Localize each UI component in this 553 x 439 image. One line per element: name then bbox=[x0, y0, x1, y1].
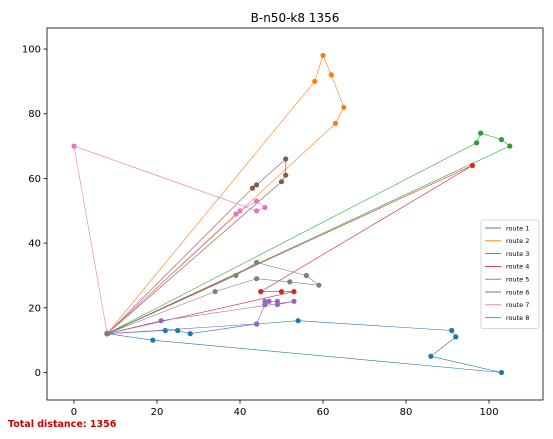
x-axis: 0 20 40 60 80 100 bbox=[71, 400, 499, 418]
route-1-point bbox=[162, 327, 168, 334]
legend-label: route 1 bbox=[506, 224, 529, 232]
route-8-line bbox=[107, 262, 320, 334]
route-5-point bbox=[262, 298, 268, 304]
route-8-point bbox=[254, 276, 260, 282]
x-tick-label: 20 bbox=[151, 407, 164, 418]
x-tick-label: 0 bbox=[71, 407, 77, 418]
y-tick-label: 60 bbox=[28, 174, 41, 185]
route-5-point bbox=[158, 318, 164, 324]
route-7-point bbox=[262, 204, 268, 211]
legend: route 1 route 2 route 3 route 4 route 5 route… bbox=[480, 219, 540, 329]
route-7 bbox=[71, 143, 268, 334]
plot-frame bbox=[46, 27, 544, 401]
x-tick-label: 80 bbox=[400, 407, 413, 418]
legend-label: route 6 bbox=[506, 288, 529, 296]
route-7-point bbox=[254, 198, 260, 204]
route-1-point bbox=[187, 331, 193, 337]
route-6-point bbox=[249, 185, 256, 191]
y-axis: 0 20 40 60 80 100 bbox=[22, 45, 47, 379]
route-5-point bbox=[266, 298, 272, 304]
route-5-point bbox=[254, 321, 260, 327]
route-3 bbox=[107, 130, 513, 334]
route-1 bbox=[107, 318, 505, 376]
route-2-point bbox=[312, 78, 318, 84]
route-6-point bbox=[278, 179, 285, 185]
route-7-point bbox=[233, 211, 239, 217]
route-4-point bbox=[258, 289, 264, 295]
route-5-point bbox=[291, 298, 297, 304]
route-8-point bbox=[303, 272, 309, 279]
y-tick-label: 20 bbox=[28, 303, 41, 314]
total-distance-label: Total distance: 1356 bbox=[8, 419, 117, 430]
y-tick-label: 80 bbox=[28, 109, 41, 120]
x-tick-label: 60 bbox=[317, 407, 330, 418]
route-2-point bbox=[332, 120, 339, 126]
route-5-point bbox=[274, 302, 280, 308]
route-8 bbox=[107, 259, 322, 334]
route-2-point bbox=[320, 52, 326, 59]
route-2-line bbox=[106, 54, 345, 334]
route-5 bbox=[107, 298, 297, 334]
route-3-point bbox=[478, 130, 484, 136]
route-7-point bbox=[71, 143, 77, 149]
legend-label: route 7 bbox=[506, 301, 529, 309]
legend-label: route 3 bbox=[506, 250, 529, 258]
route-8-point bbox=[287, 279, 293, 285]
route-2-point bbox=[328, 72, 334, 78]
route-8-point bbox=[316, 282, 322, 288]
route-6 bbox=[106, 156, 289, 334]
route-7-point bbox=[254, 208, 260, 214]
legend-label: route 2 bbox=[506, 237, 529, 245]
route-7-point bbox=[237, 208, 243, 214]
legend-label: route 4 bbox=[506, 263, 529, 271]
route-6-point bbox=[254, 182, 260, 188]
route-1-point bbox=[449, 327, 455, 334]
route-1-point bbox=[295, 318, 301, 324]
route-6-point bbox=[283, 172, 289, 178]
x-tick-label: 40 bbox=[234, 407, 247, 418]
route-2 bbox=[106, 52, 347, 334]
y-tick-label: 0 bbox=[35, 368, 41, 379]
route-6-point bbox=[283, 156, 289, 162]
depot-point bbox=[104, 330, 111, 337]
route-8-point bbox=[254, 259, 260, 266]
route-4-line bbox=[107, 165, 473, 334]
route-4-point bbox=[278, 289, 285, 295]
chart-title: B-n50-k8 1356 bbox=[251, 11, 340, 25]
legend-box bbox=[480, 219, 540, 329]
y-tick-label: 40 bbox=[28, 239, 41, 250]
route-1-point bbox=[150, 337, 156, 343]
route-3-point bbox=[507, 143, 513, 149]
route-1-point bbox=[453, 334, 459, 340]
route-3-point bbox=[474, 140, 480, 146]
route-8-point bbox=[233, 272, 239, 279]
route-4-point bbox=[291, 289, 297, 295]
route-4-point bbox=[469, 162, 475, 169]
legend-label: route 8 bbox=[506, 314, 529, 322]
legend-label: route 5 bbox=[506, 276, 529, 284]
y-tick-label: 100 bbox=[22, 45, 41, 56]
routes bbox=[71, 52, 513, 376]
route-1-point bbox=[428, 353, 434, 359]
route-8-point bbox=[212, 289, 218, 295]
route-2-point bbox=[341, 104, 347, 110]
route-1-point bbox=[175, 327, 181, 334]
route-3-point bbox=[498, 137, 505, 143]
route-3-line bbox=[107, 132, 511, 334]
route-1-point bbox=[498, 369, 505, 376]
x-tick-label: 100 bbox=[479, 407, 498, 418]
route-4 bbox=[107, 162, 475, 334]
